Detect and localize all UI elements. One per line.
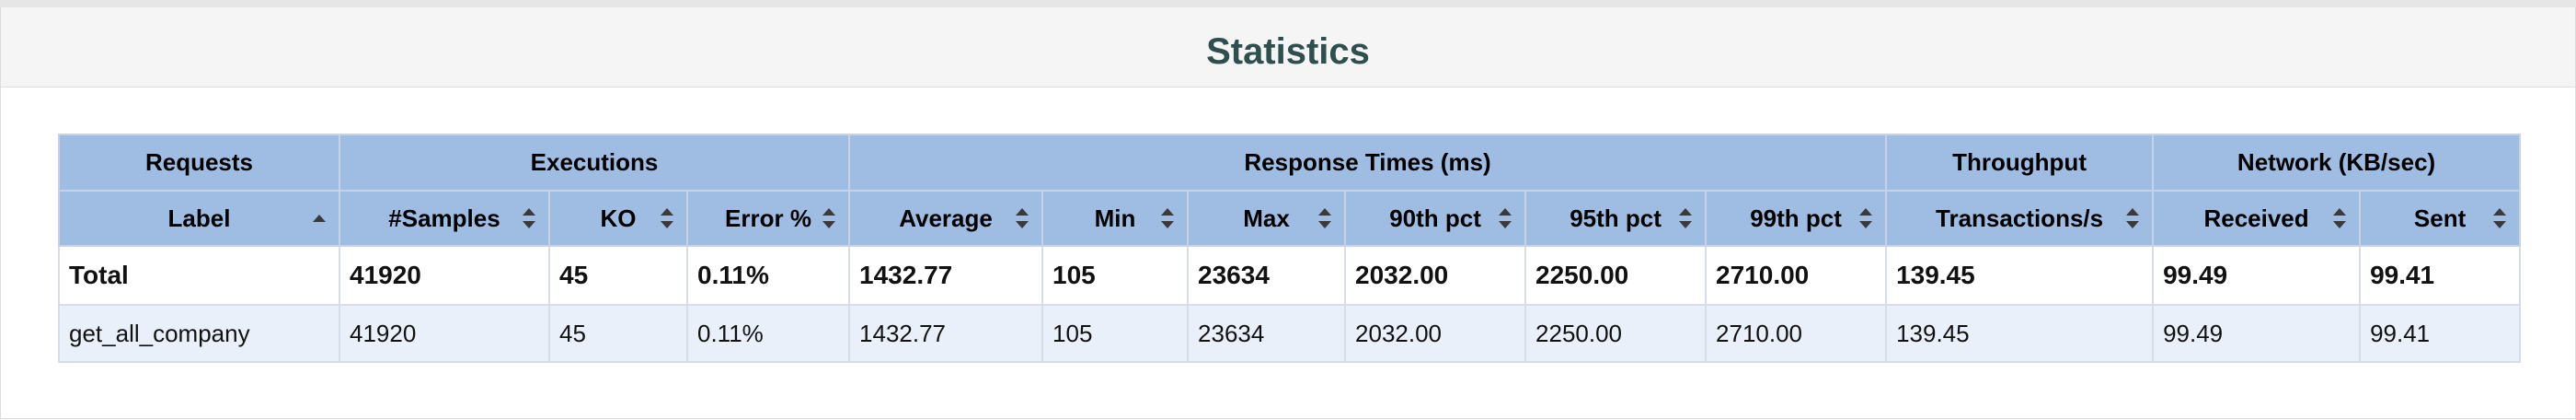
column-label: #Samples (388, 204, 500, 232)
column-label: 95th pct (1570, 204, 1662, 232)
cell-average: 1432.77 (848, 304, 1044, 363)
column-label: Error % (725, 204, 811, 232)
sort-icon (1318, 208, 1332, 228)
header-group-row: Requests Executions Response Times (ms) … (58, 134, 2522, 192)
group-header-executions: Executions (338, 134, 851, 192)
column-header-transactions[interactable]: Transactions/s (1885, 190, 2155, 247)
cell-received: 99.49 (2152, 304, 2362, 363)
cell-transactions: 139.45 (1885, 245, 2155, 306)
cell-error-percent: 0.11% (685, 304, 851, 363)
column-label: Sent (2413, 204, 2467, 232)
sort-icon (1499, 208, 1512, 228)
column-header-label[interactable]: Label (58, 190, 340, 247)
table-row: get_all_company 41920 45 0.11% 1432.77 1… (58, 304, 2522, 363)
sort-icon (2493, 208, 2507, 228)
cell-error-percent: 0.11% (685, 245, 851, 306)
statistics-panel: Statistics Requests Executions Response … (0, 7, 2576, 419)
cell-ko: 45 (548, 245, 688, 306)
cell-sent: 99.41 (2359, 245, 2522, 306)
sort-icon (1859, 208, 1873, 228)
cell-sent: 99.41 (2359, 304, 2522, 363)
cell-average: 1432.77 (848, 245, 1044, 306)
cell-max: 23634 (1187, 304, 1347, 363)
column-label: Average (899, 204, 993, 232)
column-label: Received (2203, 204, 2309, 232)
sort-icon (1679, 208, 1693, 228)
cell-95th-pct: 2250.00 (1524, 245, 1708, 306)
column-label: Label (167, 204, 231, 232)
sort-icon (523, 208, 535, 228)
column-label: Transactions/s (1936, 204, 2104, 232)
column-header-95th-pct[interactable]: 95th pct (1524, 190, 1708, 247)
column-header-error-percent[interactable]: Error % (685, 190, 851, 247)
column-label: KO (600, 204, 637, 232)
sort-icon (661, 208, 673, 228)
column-label: Max (1243, 204, 1290, 232)
cell-90th-pct: 2032.00 (1344, 304, 1527, 363)
column-header-average[interactable]: Average (848, 190, 1044, 247)
sort-icon (1016, 208, 1029, 228)
cell-label: Total (58, 245, 340, 306)
cell-99th-pct: 2710.00 (1705, 245, 1888, 306)
cell-min: 105 (1041, 304, 1190, 363)
cell-max: 23634 (1187, 245, 1347, 306)
column-header-sent[interactable]: Sent (2359, 190, 2522, 247)
cell-95th-pct: 2250.00 (1524, 304, 1708, 363)
sort-icon (822, 208, 836, 228)
column-header-90th-pct[interactable]: 90th pct (1344, 190, 1527, 247)
cell-ko: 45 (548, 304, 688, 363)
column-header-received[interactable]: Received (2152, 190, 2362, 247)
top-strip (0, 0, 2576, 7)
column-header-ko[interactable]: KO (548, 190, 688, 247)
group-header-throughput: Throughput (1885, 134, 2155, 192)
group-header-response-times: Response Times (ms) (848, 134, 1888, 192)
column-header-min[interactable]: Min (1041, 190, 1190, 247)
statistics-table-container: Requests Executions Response Times (ms) … (58, 134, 2522, 363)
column-header-99th-pct[interactable]: 99th pct (1705, 190, 1888, 247)
column-header-samples[interactable]: #Samples (339, 190, 550, 247)
column-header-max[interactable]: Max (1187, 190, 1347, 247)
cell-99th-pct: 2710.00 (1705, 304, 1888, 363)
statistics-table: Requests Executions Response Times (ms) … (58, 134, 2522, 363)
group-header-network: Network (KB/sec) (2152, 134, 2522, 192)
cell-min: 105 (1041, 245, 1190, 306)
cell-90th-pct: 2032.00 (1344, 245, 1527, 306)
group-header-requests: Requests (58, 134, 340, 192)
panel-title: Statistics (1, 7, 2575, 88)
cell-label: get_all_company (58, 304, 340, 363)
sort-icon (2333, 208, 2347, 228)
column-label: 90th pct (1389, 204, 1481, 232)
sort-icon (2126, 208, 2140, 228)
cell-received: 99.49 (2152, 245, 2362, 306)
cell-transactions: 139.45 (1885, 304, 2155, 363)
sort-icon (1161, 208, 1175, 228)
column-label: 99th pct (1750, 204, 1842, 232)
header-column-row: Label #Samples KO Error % Average Min Ma… (58, 190, 2522, 247)
table-row-total: Total 41920 45 0.11% 1432.77 105 23634 2… (58, 245, 2522, 306)
cell-samples: 41920 (339, 304, 550, 363)
sort-ascending-icon (313, 208, 326, 228)
cell-samples: 41920 (339, 245, 550, 306)
column-label: Min (1094, 204, 1136, 232)
